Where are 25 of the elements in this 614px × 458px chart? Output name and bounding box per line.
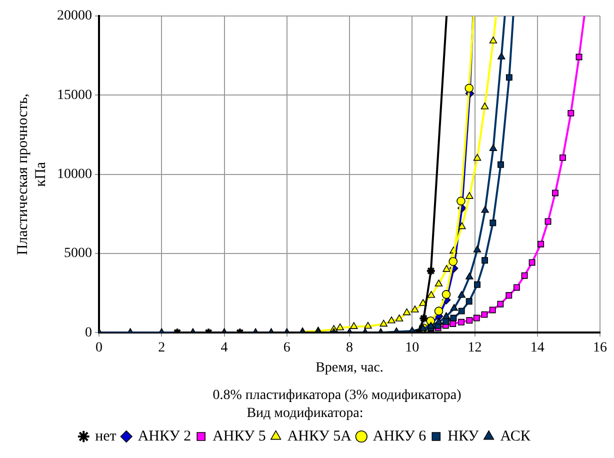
y-tick-label: 5000 xyxy=(64,246,92,262)
y-tick-label: 20000 xyxy=(57,8,92,24)
x-tick-label: 8 xyxy=(346,340,353,356)
y-tick-label: 10000 xyxy=(57,166,92,182)
legend-title: Вид модификатора: xyxy=(246,406,364,421)
x-tick-label: 12 xyxy=(468,340,482,356)
x-tick-label: 14 xyxy=(530,340,544,356)
legend-label: АСК xyxy=(500,428,532,444)
x-tick-label: 6 xyxy=(283,340,290,356)
legend-label: АНКУ 6 xyxy=(372,428,427,444)
x-tick-label: 10 xyxy=(405,340,420,356)
text: 0.8% пластификатора (3% модификатора) xyxy=(212,388,462,404)
x-tick-label: 0 xyxy=(96,340,102,356)
y-tick-label: 0 xyxy=(85,325,92,340)
x-tick-label: 2 xyxy=(158,340,166,356)
legend-label: АНКУ 5 xyxy=(212,428,266,444)
legend-label: нет xyxy=(95,428,117,444)
y-tick-label: 15000 xyxy=(57,88,92,103)
legend-label: АНКУ 2 xyxy=(138,428,192,444)
x-axis-title: Время, час. xyxy=(316,360,384,376)
x-tick-label: 4 xyxy=(220,340,228,356)
legend-label: НКУ xyxy=(448,428,480,444)
x-tick-label: 16 xyxy=(593,340,607,356)
y-axis-title: Пластическая прочность, кПа xyxy=(14,93,49,256)
legend-label: АНКУ 5А xyxy=(287,428,352,444)
